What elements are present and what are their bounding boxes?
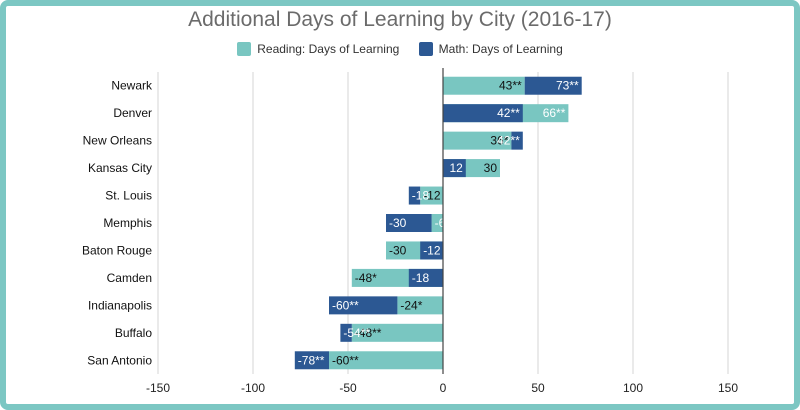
- data-label-reading: 66**: [543, 106, 566, 120]
- data-label-reading: 30: [484, 161, 498, 175]
- bar-math: [443, 159, 466, 178]
- data-label-reading: -48*: [355, 271, 377, 285]
- data-label-math: -78**: [298, 353, 325, 367]
- data-label-math: -18: [412, 189, 430, 203]
- data-label-reading: -48**: [355, 326, 382, 340]
- data-label-reading: -60**: [332, 353, 359, 367]
- x-tick-label: 50: [531, 381, 545, 395]
- bar-math: [329, 296, 398, 315]
- data-label-reading: -12: [423, 189, 441, 203]
- legend-swatch-reading: [237, 42, 252, 56]
- chart-legend: Reading: Days of Learning Math: Days of …: [0, 42, 800, 59]
- bar-math: [294, 351, 329, 370]
- legend-item-math: Math: Days of Learning: [418, 42, 563, 56]
- category-label: New Orleans: [83, 134, 152, 148]
- data-label-math: -60**: [332, 298, 359, 312]
- bar-reading: [351, 323, 443, 342]
- data-label-math: -30: [389, 216, 407, 230]
- data-label-math: 42**: [497, 106, 520, 120]
- category-label: San Antonio: [87, 353, 152, 367]
- legend-item-reading: Reading: Days of Learning: [237, 42, 399, 56]
- x-tick-label: -100: [241, 381, 265, 395]
- data-label-math: -12: [423, 243, 441, 257]
- bar-reading: [329, 351, 443, 370]
- bar-math: [524, 76, 582, 95]
- legend-swatch-math: [418, 42, 433, 56]
- data-label-reading: 36*: [490, 134, 508, 148]
- data-label-reading: -24*: [400, 298, 422, 312]
- x-tick-label: 0: [440, 381, 447, 395]
- data-label-math: 73**: [556, 79, 579, 93]
- bar-reading: [443, 131, 512, 150]
- category-label: Camden: [107, 271, 152, 285]
- bar-math: [443, 104, 523, 123]
- bar-math: [386, 214, 432, 232]
- category-label: Buffalo: [115, 326, 152, 340]
- legend-label-math: Math: Days of Learning: [438, 42, 563, 56]
- data-label-reading: 43**: [499, 79, 522, 93]
- category-label: Memphis: [103, 216, 152, 230]
- bar-reading: [397, 296, 443, 315]
- data-label-math: -54**: [343, 326, 370, 340]
- bar-math: [511, 131, 523, 150]
- bar-reading: [443, 76, 525, 95]
- bar-math: [420, 241, 443, 260]
- data-label-reading: -30: [389, 243, 407, 257]
- category-label: Baton Rouge: [82, 243, 152, 257]
- x-tick-label: 100: [623, 381, 643, 395]
- x-tick-label: -50: [339, 381, 357, 395]
- bar-math: [340, 323, 352, 342]
- category-label: Denver: [113, 106, 152, 120]
- chart-title: Additional Days of Learning by City (201…: [188, 8, 612, 31]
- category-label: Newark: [111, 79, 153, 93]
- bar-math: [408, 186, 421, 205]
- category-label: Kansas City: [88, 161, 152, 175]
- data-label-math: 42**: [497, 134, 520, 148]
- data-label-math: 12: [449, 161, 463, 175]
- x-tick-label: 150: [718, 381, 738, 395]
- category-label: St. Louis: [105, 189, 152, 203]
- data-label-reading: -6: [435, 216, 446, 230]
- data-label-math: -18: [412, 271, 430, 285]
- legend-label-reading: Reading: Days of Learning: [257, 42, 400, 56]
- bar-math: [408, 268, 443, 287]
- bar-reading: [420, 186, 443, 205]
- category-label: Indianapolis: [88, 298, 152, 312]
- x-tick-label: -150: [146, 381, 170, 395]
- bar-reading: [431, 214, 443, 232]
